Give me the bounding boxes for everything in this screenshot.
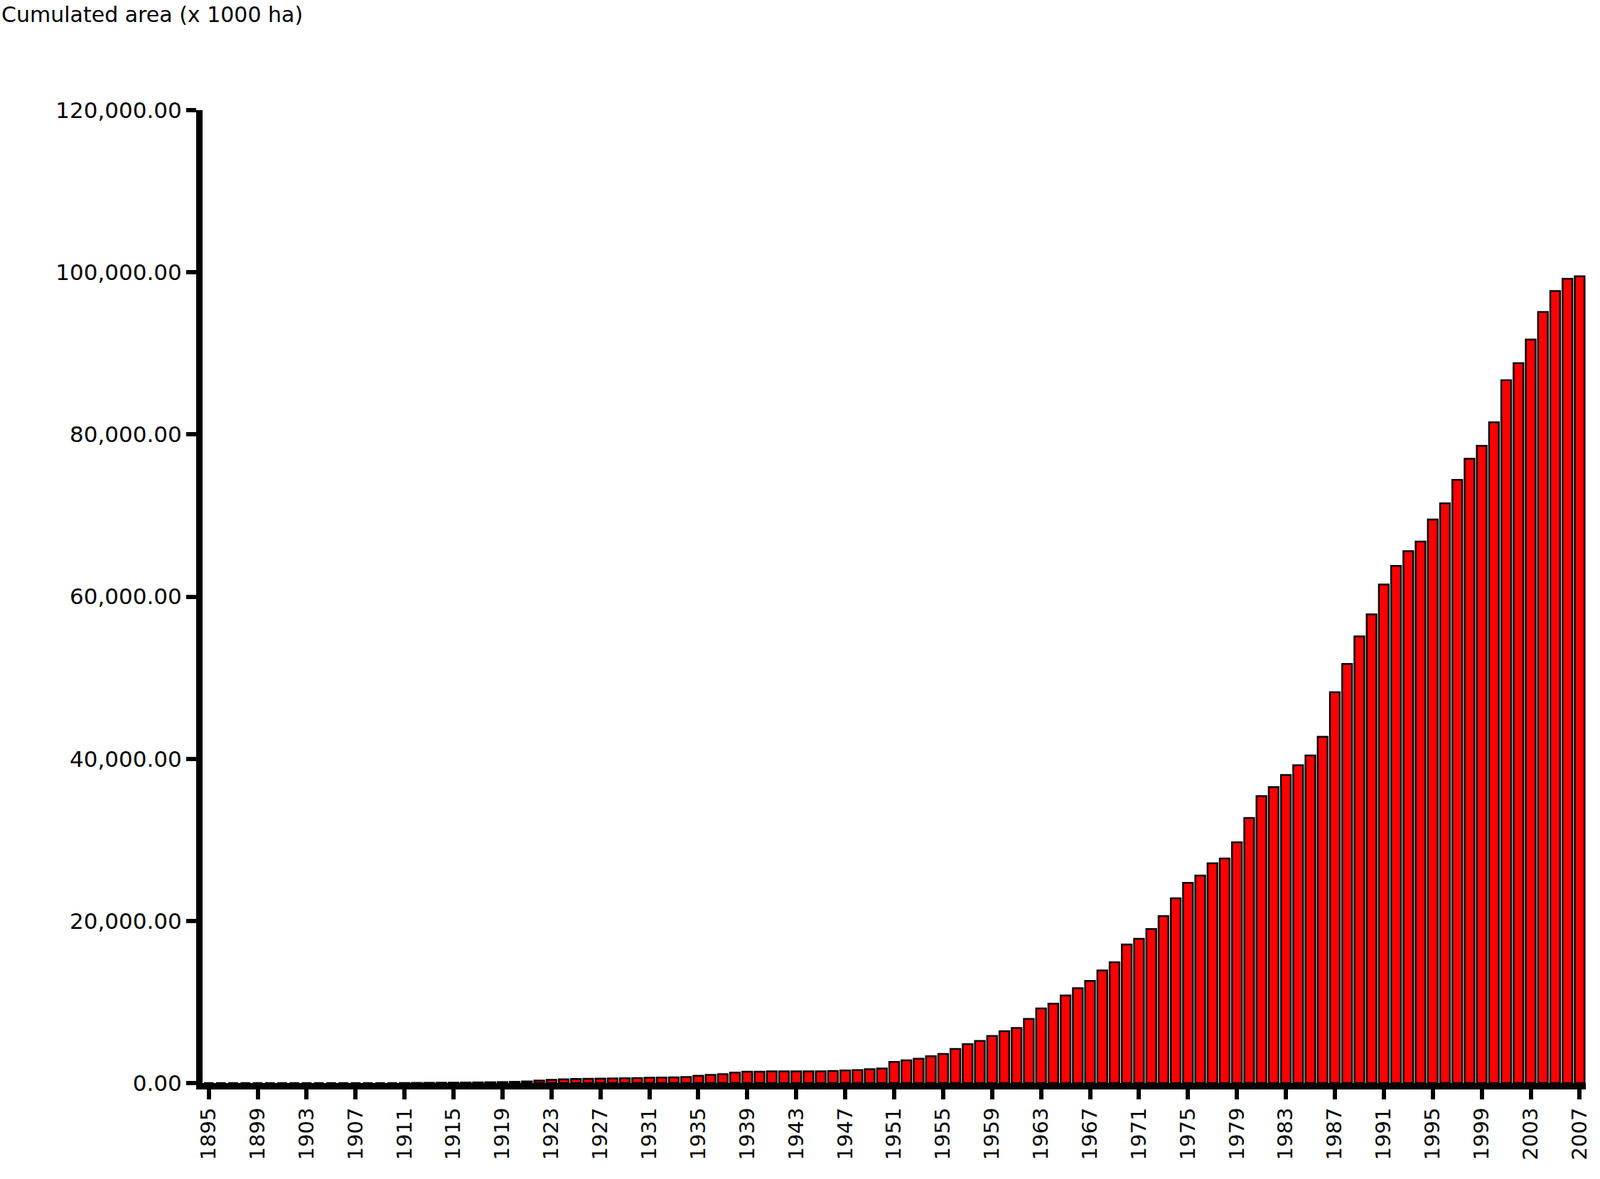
svg-text:1991: 1991	[1371, 1108, 1396, 1161]
svg-text:1987: 1987	[1322, 1108, 1347, 1161]
svg-text:1931: 1931	[636, 1108, 662, 1161]
svg-text:1919: 1919	[489, 1108, 514, 1161]
svg-text:1979: 1979	[1224, 1108, 1249, 1161]
svg-text:1963: 1963	[1028, 1108, 1053, 1161]
svg-text:1923: 1923	[538, 1108, 563, 1161]
svg-text:20,000.00: 20,000.00	[69, 908, 182, 934]
svg-text:1915: 1915	[440, 1108, 465, 1161]
svg-text:1955: 1955	[930, 1108, 955, 1161]
svg-text:1975: 1975	[1175, 1108, 1200, 1161]
svg-text:1959: 1959	[979, 1108, 1004, 1161]
svg-text:1967: 1967	[1077, 1108, 1102, 1161]
svg-text:1951: 1951	[881, 1108, 906, 1161]
svg-text:1995: 1995	[1420, 1108, 1445, 1161]
svg-text:1939: 1939	[734, 1108, 760, 1161]
svg-text:Cumulated area (x 1000 ha): Cumulated area (x 1000 ha)	[1, 2, 303, 28]
svg-text:1943: 1943	[784, 1108, 809, 1161]
svg-text:1899: 1899	[245, 1108, 270, 1161]
svg-text:100,000.00: 100,000.00	[55, 259, 182, 286]
svg-text:2007: 2007	[1567, 1108, 1592, 1161]
svg-text:60,000.00: 60,000.00	[69, 583, 182, 610]
svg-text:1999: 1999	[1469, 1108, 1494, 1161]
svg-text:1935: 1935	[685, 1108, 711, 1161]
svg-text:0.00: 0.00	[132, 1070, 182, 1097]
svg-text:1895: 1895	[196, 1108, 221, 1161]
svg-text:1903: 1903	[294, 1108, 319, 1161]
svg-text:1983: 1983	[1273, 1108, 1298, 1161]
svg-text:1947: 1947	[833, 1108, 858, 1161]
svg-text:40,000.00: 40,000.00	[69, 746, 182, 772]
svg-text:2003: 2003	[1518, 1108, 1543, 1161]
svg-text:120,000.00: 120,000.00	[55, 97, 182, 123]
svg-text:1907: 1907	[343, 1108, 368, 1161]
svg-text:1971: 1971	[1126, 1108, 1151, 1161]
svg-text:1927: 1927	[587, 1108, 612, 1161]
svg-text:80,000.00: 80,000.00	[69, 421, 182, 448]
svg-text:1911: 1911	[392, 1108, 417, 1161]
